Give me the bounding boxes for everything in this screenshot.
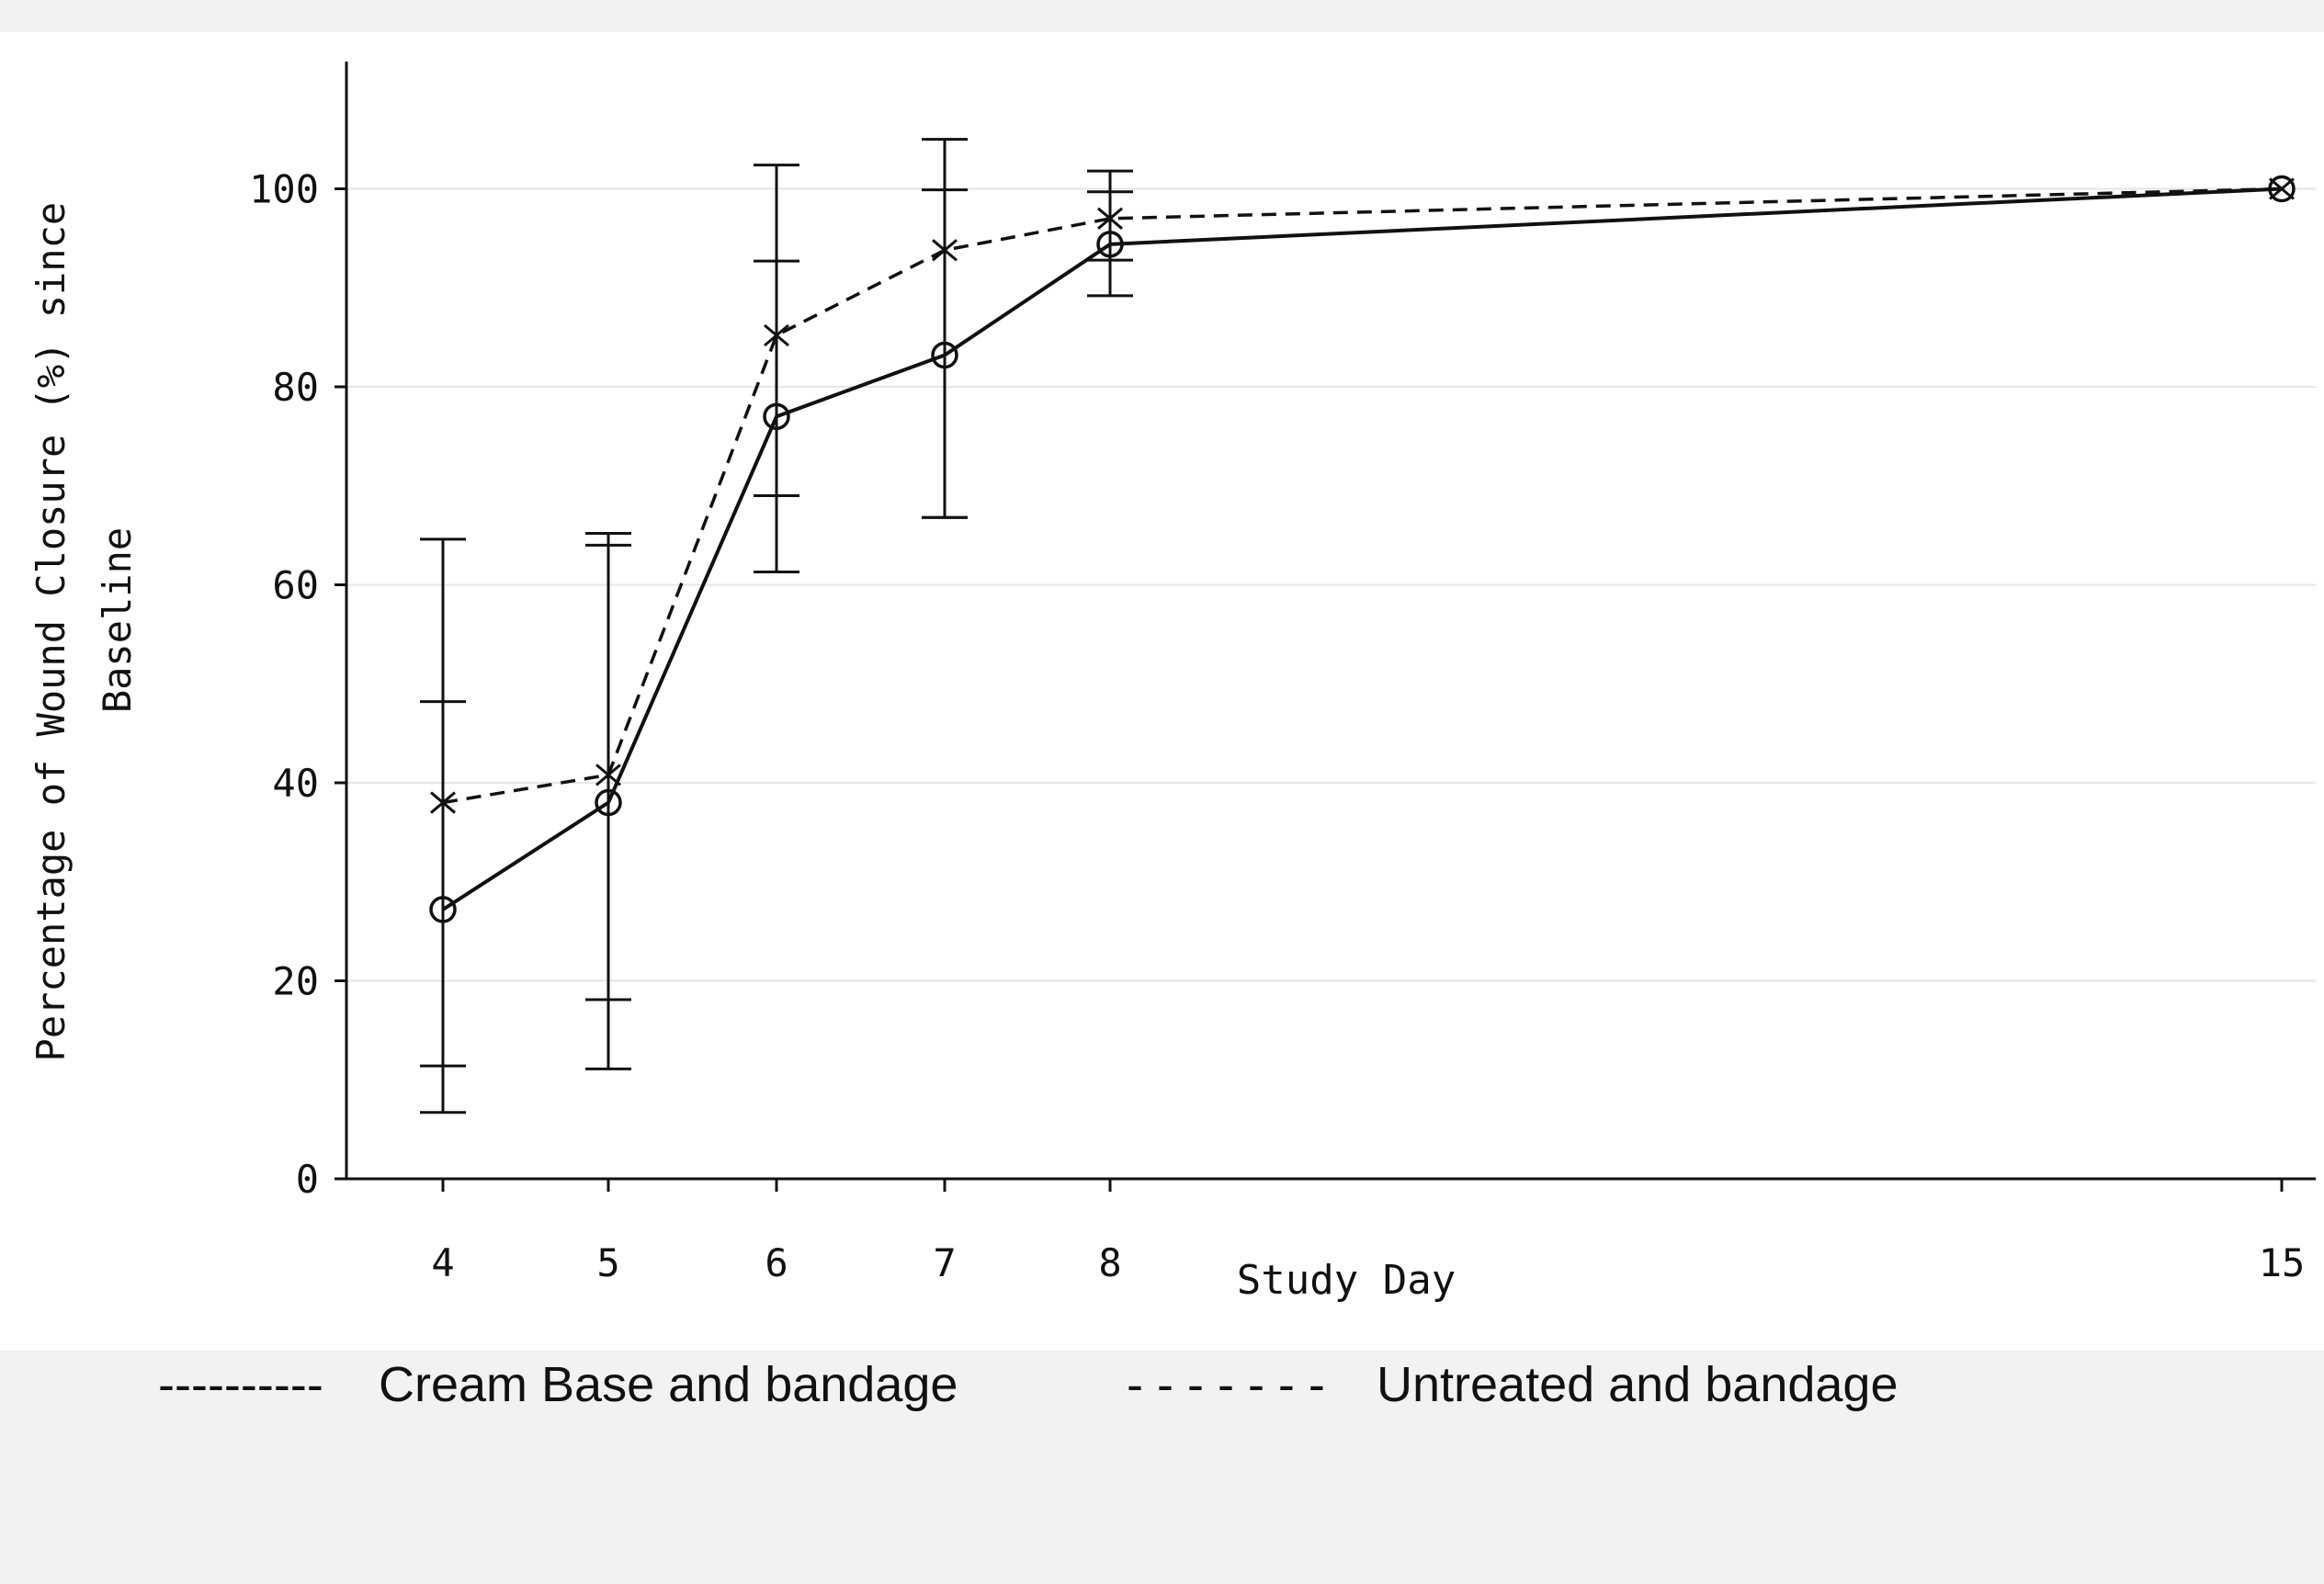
- legend-item-cream-base: ---------- Cream Base and bandage: [158, 1356, 958, 1584]
- x-marker: [595, 764, 621, 786]
- legend: ---------- Cream Base and bandage - - - …: [0, 1351, 2324, 1420]
- y-axis-title-line-1: Percentage of Wound Closure (%) since: [28, 202, 74, 1062]
- tick-marks: 0 20 40 60 80 100 4 5 6 7 8 15: [249, 167, 2305, 1286]
- x-tick-label: 7: [933, 1240, 956, 1285]
- legend-key-dashed: - - - - - - -: [1127, 1357, 1325, 1412]
- x-marker-stroke: [764, 323, 789, 347]
- plot-panel: 0 20 40 60 80 100 4 5 6 7 8 15 Study Day Percentage…: [0, 32, 2324, 1351]
- axes: [345, 62, 2316, 1181]
- error-bar: [585, 543, 631, 1001]
- series: [420, 138, 2296, 1114]
- x-marker: [2269, 177, 2295, 200]
- x-marker: [764, 323, 789, 347]
- series-line: [442, 187, 2283, 805]
- x-marker-stroke: [932, 239, 958, 262]
- y-tick-label: 80: [272, 365, 319, 410]
- error-bar: [754, 164, 799, 498]
- x-axis-title: Study Day: [1237, 1257, 1456, 1304]
- x-marker: [430, 791, 456, 814]
- legend-label-untreated: Untreated and bandage: [1377, 1357, 1899, 1412]
- series-cream-base: [420, 175, 2296, 1114]
- error-bar: [1087, 169, 1133, 262]
- x-tick-label: 8: [1098, 1240, 1121, 1285]
- y-tick-label: 100: [249, 167, 319, 212]
- legend-item-untreated: - - - - - - - Untreated and bandage: [1127, 1356, 1898, 1584]
- series-line: [441, 187, 2283, 911]
- y-tick-label: 20: [272, 959, 319, 1004]
- y-tick-label: 40: [272, 761, 319, 806]
- x-tick-label: 5: [596, 1240, 619, 1285]
- y-axis-title: Percentage of Wound Closure (%) since Ba…: [28, 179, 140, 1062]
- x-marker: [1097, 207, 1123, 230]
- legend-key-solid: ----------: [158, 1357, 323, 1412]
- wound-closure-chart: 0 20 40 60 80 100 4 5 6 7 8 15 Study Day Percentage…: [28, 62, 2316, 1304]
- y-axis-title-line-2: Baseline: [95, 527, 140, 713]
- x-marker-stroke: [1097, 207, 1123, 230]
- x-marker-stroke: [430, 791, 456, 814]
- series-untreated: [420, 138, 2295, 1068]
- x-tick-label: 4: [431, 1240, 454, 1285]
- x-marker-stroke: [2269, 177, 2295, 200]
- legend-label-cream-base: Cream Base and bandage: [379, 1357, 958, 1412]
- x-tick-label: 6: [765, 1240, 788, 1285]
- x-tick-label: 15: [2259, 1240, 2306, 1285]
- grid-lines: [346, 187, 2316, 982]
- x-marker-stroke: [595, 764, 621, 786]
- error-bar: [922, 138, 968, 519]
- y-tick-label: 60: [272, 563, 319, 608]
- y-tick-label: 0: [296, 1157, 319, 1202]
- x-marker: [932, 239, 958, 262]
